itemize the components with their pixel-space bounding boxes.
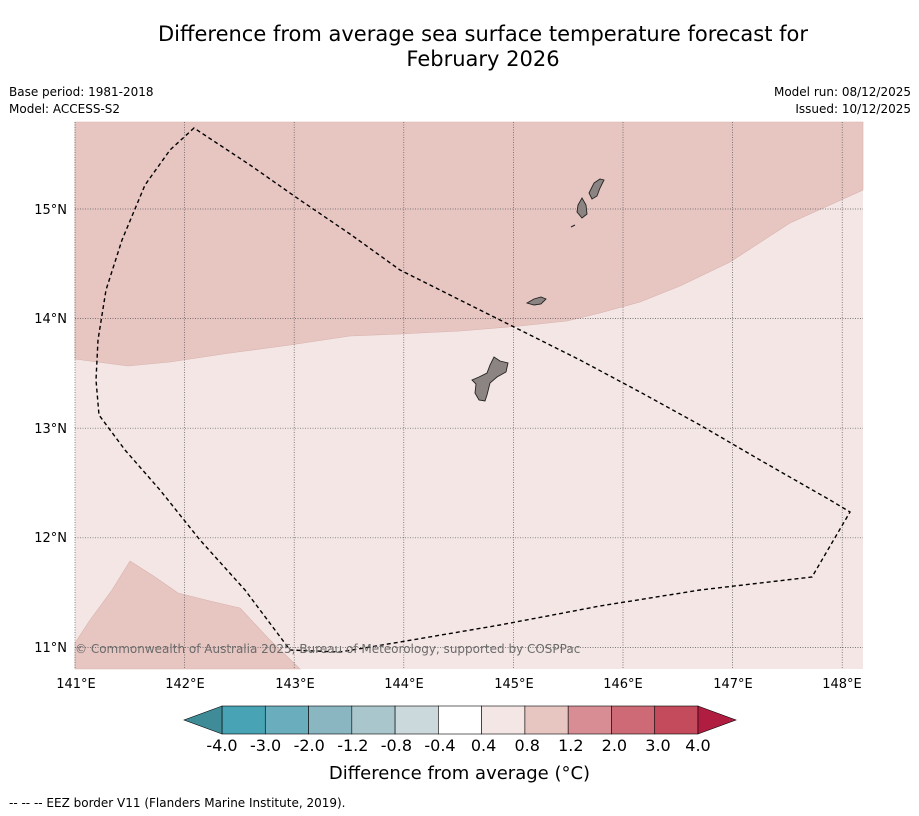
model-run-text: Model run: 08/12/2025 bbox=[773, 85, 911, 99]
colorbar-tick-label: 0.4 bbox=[470, 736, 497, 755]
colorbar-title: Difference from average (°C) bbox=[328, 763, 591, 784]
saipan-island bbox=[588, 178, 605, 200]
lon-tick-label: 146°E bbox=[603, 677, 643, 692]
lat-tick-label: 13°N bbox=[34, 422, 67, 437]
colorbar-segment bbox=[264, 705, 309, 735]
colorbar bbox=[183, 705, 737, 735]
copyright-watermark: © Commonwealth of Australia 2025, Bureau… bbox=[75, 642, 580, 656]
gridlines bbox=[74, 122, 863, 669]
colorbar-tick-label: 4.0 bbox=[685, 736, 711, 755]
colorbar-extend-over bbox=[697, 705, 737, 735]
lat-tick-label: 11°N bbox=[34, 641, 67, 656]
colorbar-tick-label: -0.8 bbox=[380, 736, 412, 755]
colorbar-segment bbox=[221, 705, 266, 735]
colorbar-tick-label: -4.0 bbox=[206, 736, 238, 755]
colorbar-tick-label: -0.4 bbox=[424, 736, 456, 755]
axis-labels: 15°N 14°N 13°N 12°N 11°N 141°E 142°E 143… bbox=[34, 203, 862, 692]
colorbar-tick-label: 1.2 bbox=[558, 736, 584, 755]
guam-island bbox=[471, 356, 509, 402]
eez-border bbox=[95, 127, 851, 653]
lat-tick-label: 12°N bbox=[34, 531, 67, 546]
chart-title-line1: Difference from average sea surface temp… bbox=[158, 22, 808, 46]
colorbar-segment bbox=[351, 705, 396, 735]
lon-tick-label: 148°E bbox=[822, 677, 862, 692]
colorbar-tick-label: -2.0 bbox=[293, 736, 325, 755]
lon-tick-label: 145°E bbox=[494, 677, 534, 692]
eez-legend-footer: -- -- -- EEZ border V11 (Flanders Marine… bbox=[9, 796, 346, 810]
rota-island bbox=[525, 296, 547, 306]
lon-tick-label: 141°E bbox=[56, 677, 96, 692]
lat-tick-label: 14°N bbox=[34, 312, 67, 327]
colorbar-extend-under bbox=[183, 705, 223, 735]
lon-tick-label: 143°E bbox=[275, 677, 315, 692]
colorbar-segment bbox=[567, 705, 612, 735]
colorbar-segment bbox=[524, 705, 569, 735]
lon-tick-label: 147°E bbox=[713, 677, 753, 692]
chart-title-line2: February 2026 bbox=[406, 47, 560, 71]
anomaly-region-north bbox=[74, 121, 864, 367]
map-panel: © Commonwealth of Australia 2025, Bureau… bbox=[74, 121, 864, 670]
colorbar-segment bbox=[611, 705, 656, 735]
anomaly-region-southwest bbox=[74, 560, 301, 670]
lon-tick-label: 142°E bbox=[165, 677, 205, 692]
colorbar-tick-label: 2.0 bbox=[601, 736, 628, 755]
issued-text: Issued: 10/12/2025 bbox=[795, 102, 911, 116]
lat-tick-label: 15°N bbox=[34, 203, 67, 218]
lon-tick-label: 144°E bbox=[384, 677, 424, 692]
colorbar-tick-label: -1.2 bbox=[337, 736, 369, 755]
colorbar-tick-label: -3.0 bbox=[249, 736, 282, 755]
meta-right: Model run: 08/12/2025 Issued: 10/12/2025 bbox=[774, 84, 911, 118]
map-figure: © Commonwealth of Australia 2025, Bureau… bbox=[34, 121, 864, 735]
tinian-island bbox=[576, 197, 588, 219]
chart-title: Difference from average sea surface temp… bbox=[0, 22, 919, 72]
colorbar-tick-label: 0.8 bbox=[514, 736, 540, 755]
base-period-text: Base period: 1981-2018 bbox=[9, 85, 154, 99]
colorbar-segment bbox=[438, 705, 482, 735]
meta-left: Base period: 1981-2018 Model: ACCESS-S2 bbox=[9, 84, 154, 118]
colorbar-segment bbox=[481, 705, 526, 735]
colorbar-segment bbox=[308, 705, 353, 735]
model-text: Model: ACCESS-S2 bbox=[9, 102, 121, 116]
colorbar-tick-label: 3.0 bbox=[645, 736, 671, 755]
aguijan-island bbox=[570, 224, 576, 228]
colorbar-segment bbox=[394, 705, 439, 735]
colorbar-segment bbox=[654, 705, 699, 735]
